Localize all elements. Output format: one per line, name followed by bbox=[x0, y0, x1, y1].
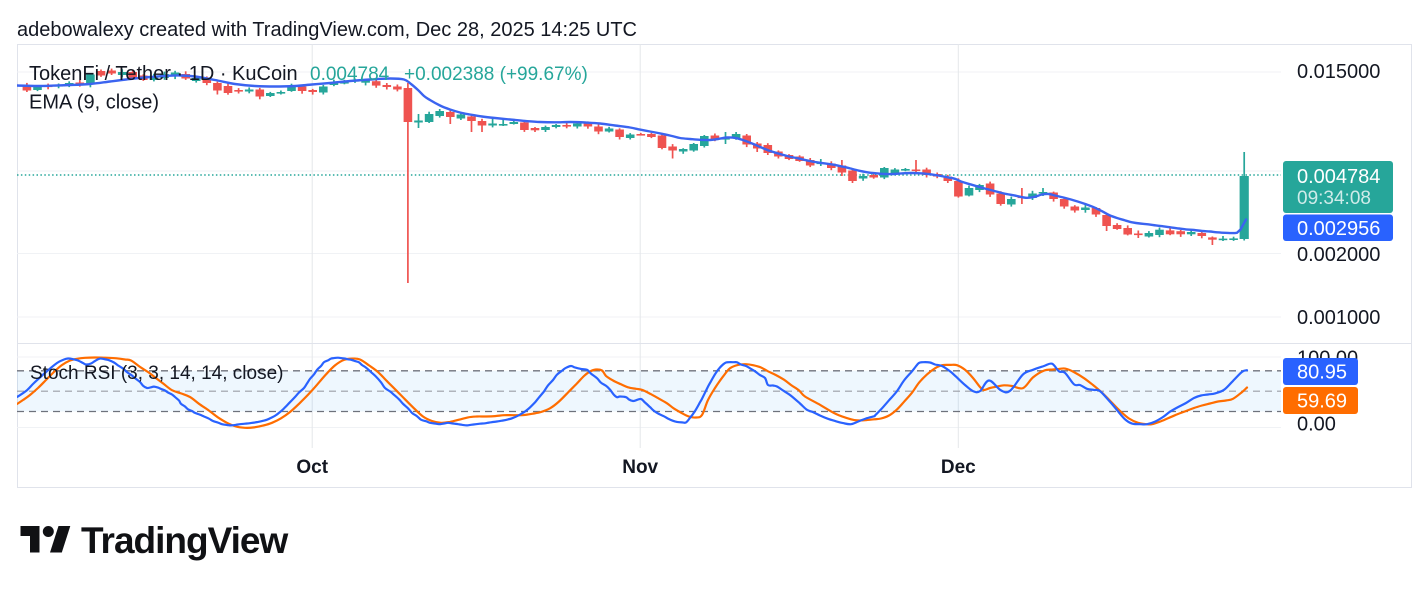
svg-text:0.004784: 0.004784 bbox=[1297, 166, 1380, 188]
svg-text:0.002956: 0.002956 bbox=[1297, 218, 1380, 240]
svg-text:0.015000: 0.015000 bbox=[1297, 61, 1380, 83]
svg-text:EMA (9, close): EMA (9, close) bbox=[29, 92, 159, 114]
svg-text:adebowalexy created with Tradi: adebowalexy created with TradingView.com… bbox=[17, 19, 637, 41]
svg-text:59.69: 59.69 bbox=[1297, 391, 1347, 413]
svg-text:Oct: Oct bbox=[296, 457, 328, 478]
svg-text:Stoch RSI (3, 3, 14, 14, close: Stoch RSI (3, 3, 14, 14, close) bbox=[30, 363, 283, 384]
svg-text:0.002000: 0.002000 bbox=[1297, 244, 1380, 266]
svg-text:TradingView: TradingView bbox=[81, 520, 288, 561]
svg-text:0.00: 0.00 bbox=[1297, 414, 1336, 436]
svg-text:0.004784: 0.004784 bbox=[310, 64, 390, 85]
svg-text:80.95: 80.95 bbox=[1297, 362, 1347, 384]
svg-text:Dec: Dec bbox=[941, 457, 976, 478]
svg-text:09:34:08: 09:34:08 bbox=[1297, 188, 1371, 209]
svg-text:0.001000: 0.001000 bbox=[1297, 307, 1380, 329]
svg-text:TokenFi / Tether · 1D · KuCoin: TokenFi / Tether · 1D · KuCoin bbox=[29, 63, 298, 85]
svg-text:Nov: Nov bbox=[622, 457, 658, 478]
svg-text:+0.002388 (+99.67%): +0.002388 (+99.67%) bbox=[404, 64, 588, 85]
